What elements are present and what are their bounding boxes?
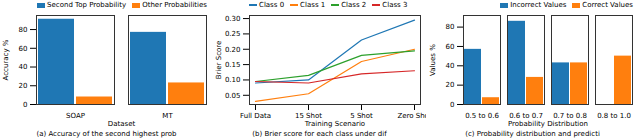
svg-text:0.6 to 0.7: 0.6 to 0.7 (509, 112, 543, 121)
svg-text:Values %: Values % (429, 44, 437, 76)
html-text:Correct Values: Correct Values (582, 1, 633, 9)
svg-text:Brier Score: Brier Score (215, 41, 223, 80)
svg-text:0: 0 (450, 101, 454, 109)
svg-text:5 Shot: 5 Shot (350, 112, 373, 121)
html-text:(c) Probability distribution a: (c) Probability distribution and predict… (465, 130, 600, 138)
svg-text:80: 80 (19, 26, 28, 34)
html-text:Other Probabilities: Other Probabilities (142, 1, 207, 9)
svg-text:SOAP: SOAP (66, 112, 85, 120)
svg-text:0.15: 0.15 (225, 61, 241, 69)
svg-text:MT: MT (162, 112, 173, 120)
html-text:Class 3: Class 3 (382, 1, 408, 9)
svg-text:80: 80 (446, 23, 455, 31)
svg-text:60: 60 (19, 45, 28, 53)
svg-text:Accuracy %: Accuracy % (2, 39, 10, 80)
svg-text:0.5 to 0.6: 0.5 to 0.6 (465, 112, 499, 120)
svg-text:0.30: 0.30 (225, 15, 241, 23)
html-text:Class 0: Class 0 (259, 1, 285, 9)
svg-text:40: 40 (19, 63, 28, 71)
svg-text:0.20: 0.20 (225, 45, 241, 53)
svg-text:40: 40 (446, 62, 455, 70)
svg-text:20: 20 (446, 81, 455, 89)
html-text:Class 2: Class 2 (341, 1, 367, 9)
html-text:Class 1: Class 1 (300, 1, 326, 9)
svg-text:Dataset: Dataset (108, 120, 136, 128)
html-text:Incorrect Values: Incorrect Values (510, 1, 567, 9)
html-text:Second Top Probability: Second Top Probability (47, 1, 127, 9)
svg-text:0.25: 0.25 (225, 30, 241, 38)
svg-text:Training Scenario: Training Scenario (304, 120, 365, 128)
svg-text:0.10: 0.10 (225, 76, 241, 84)
svg-text:0: 0 (23, 101, 27, 109)
svg-text:0.8 to 1.0: 0.8 to 1.0 (597, 112, 631, 120)
svg-text:0.05: 0.05 (225, 92, 241, 100)
svg-text:15 Shot: 15 Shot (295, 112, 322, 121)
svg-text:0.7 to 0.8: 0.7 to 0.8 (553, 112, 587, 121)
html-text:(a) Accuracy of the second hig: (a) Accuracy of the second highest prob (36, 130, 177, 138)
html-text:(b) Brier score for each class: (b) Brier score for each class under dif (252, 130, 387, 138)
svg-text:Zero Shot: Zero Shot (397, 112, 426, 120)
svg-text:Probability Distribution: Probability Distribution (508, 120, 588, 128)
svg-text:60: 60 (446, 43, 455, 51)
svg-text:20: 20 (19, 82, 28, 90)
svg-text:Full Data: Full Data (240, 112, 271, 120)
